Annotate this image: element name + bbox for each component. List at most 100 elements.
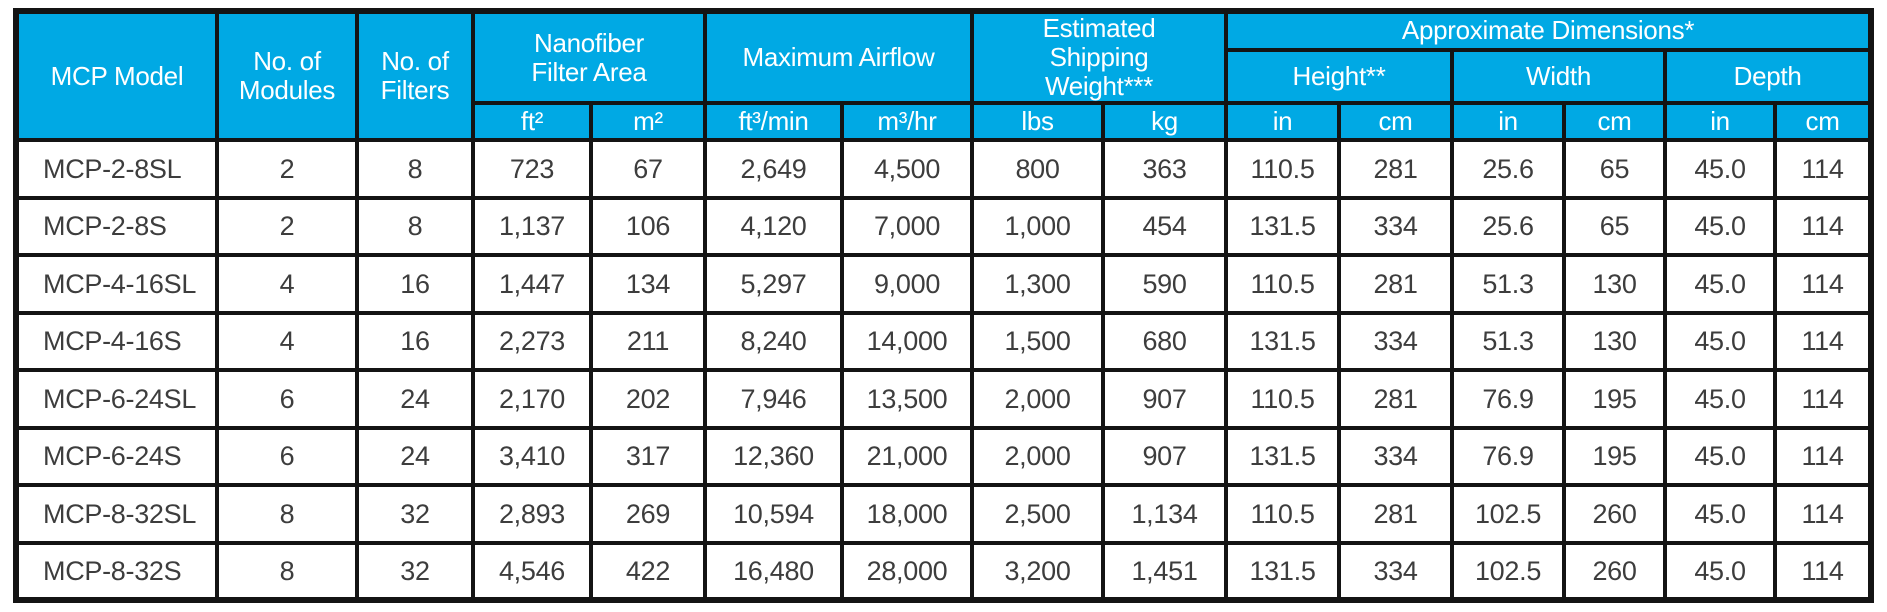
cell-value: 32 (355, 483, 475, 545)
unit-header-height-in: in (1224, 101, 1342, 143)
unit-header-m3hr: m³/hr (839, 101, 975, 143)
cell-value: 131.5 (1224, 310, 1342, 373)
cell-value: 723 (471, 138, 593, 200)
table-row: MCP-6-24SL 6 24 2,170 202 7,946 13,500 2,000 907… (14, 368, 1874, 430)
col-header-no-of-modules: No. of Modules (215, 8, 359, 143)
cell-value: 4,546 (471, 540, 593, 603)
cell-value: 110.5 (1224, 483, 1342, 545)
cell-value: 110.5 (1224, 138, 1342, 200)
cell-value: 5,297 (703, 253, 844, 315)
col-header-no-of-filters: No. of Filters (355, 8, 475, 143)
cell-value: 114 (1773, 310, 1874, 373)
cell-value: 114 (1773, 425, 1874, 488)
col-header-approximate-dimensions: Approximate Dimensions* (1224, 9, 1874, 52)
cell-value: 4 (215, 310, 359, 373)
cell-value: 1,451 (1101, 540, 1229, 603)
cell-value: 24 (355, 425, 475, 488)
cell-value: 422 (589, 540, 707, 603)
cell-value: 51.3 (1450, 253, 1567, 315)
cell-value: 2,000 (970, 368, 1106, 430)
cell-value: 8 (215, 540, 359, 603)
cell-value: 2,649 (703, 138, 844, 200)
cell-value: 2,273 (471, 310, 593, 373)
unit-header-depth-cm: cm (1773, 101, 1874, 143)
cell-value: 2,000 (970, 425, 1106, 488)
cell-model: MCP-6-24S (14, 425, 219, 488)
cell-value: 45.0 (1663, 195, 1778, 258)
cell-value: 334 (1337, 425, 1455, 488)
cell-value: 260 (1562, 483, 1668, 545)
cell-value: 363 (1101, 138, 1229, 200)
cell-value: 45.0 (1663, 138, 1778, 200)
table-header: MCP Model No. of Modules No. of Filters … (14, 8, 1874, 143)
cell-model: MCP-4-16SL (14, 253, 219, 315)
cell-value: 2,500 (970, 483, 1106, 545)
cell-value: 110.5 (1224, 253, 1342, 315)
cell-value: 131.5 (1224, 540, 1342, 603)
cell-value: 18,000 (839, 483, 975, 545)
cell-value: 2,893 (471, 483, 593, 545)
cell-value: 211 (589, 310, 707, 373)
cell-value: 51.3 (1450, 310, 1567, 373)
cell-value: 114 (1773, 195, 1874, 258)
cell-value: 6 (215, 425, 359, 488)
cell-model: MCP-4-16S (14, 310, 219, 373)
cell-value: 45.0 (1663, 253, 1778, 315)
cell-value: 45.0 (1663, 368, 1778, 430)
table-row: MCP-8-32S 8 32 4,546 422 16,480 28,000 3,200 1,4… (14, 540, 1874, 603)
cell-model: MCP-2-8SL (14, 138, 219, 200)
cell-value: 260 (1562, 540, 1668, 603)
cell-value: 269 (589, 483, 707, 545)
col-header-width: Width (1450, 47, 1668, 106)
cell-value: 907 (1101, 425, 1229, 488)
cell-value: 24 (355, 368, 475, 430)
cell-value: 65 (1562, 138, 1668, 200)
cell-value: 114 (1773, 483, 1874, 545)
cell-value: 2 (215, 195, 359, 258)
cell-value: 10,594 (703, 483, 844, 545)
col-header-depth: Depth (1663, 47, 1874, 106)
cell-value: 8 (355, 195, 475, 258)
col-header-mcp-model: MCP Model (14, 8, 219, 143)
cell-value: 65 (1562, 195, 1668, 258)
cell-value: 1,500 (970, 310, 1106, 373)
cell-value: 1,300 (970, 253, 1106, 315)
cell-value: 195 (1562, 368, 1668, 430)
cell-value: 800 (970, 138, 1106, 200)
cell-value: 281 (1337, 368, 1455, 430)
cell-value: 102.5 (1450, 483, 1567, 545)
col-header-nanofiber-filter-area: Nanofiber Filter Area (471, 8, 707, 106)
cell-value: 45.0 (1663, 540, 1778, 603)
cell-value: 3,410 (471, 425, 593, 488)
cell-value: 9,000 (839, 253, 975, 315)
cell-value: 114 (1773, 138, 1874, 200)
table-row: MCP-6-24S 6 24 3,410 317 12,360 21,000 2,000 907… (14, 425, 1874, 488)
col-header-estimated-shipping-weight: Estimated Shipping Weight*** (970, 8, 1229, 106)
unit-header-kg: kg (1101, 101, 1229, 143)
cell-model: MCP-2-8S (14, 195, 219, 258)
cell-value: 334 (1337, 310, 1455, 373)
cell-value: 590 (1101, 253, 1229, 315)
unit-header-ft3min: ft³/min (703, 101, 844, 143)
cell-value: 8,240 (703, 310, 844, 373)
cell-value: 21,000 (839, 425, 975, 488)
cell-value: 131.5 (1224, 195, 1342, 258)
cell-value: 67 (589, 138, 707, 200)
cell-value: 114 (1773, 253, 1874, 315)
cell-value: 130 (1562, 253, 1668, 315)
cell-value: 131.5 (1224, 425, 1342, 488)
cell-value: 13,500 (839, 368, 975, 430)
cell-value: 281 (1337, 483, 1455, 545)
cell-value: 110.5 (1224, 368, 1342, 430)
cell-value: 45.0 (1663, 483, 1778, 545)
cell-value: 7,946 (703, 368, 844, 430)
cell-value: 102.5 (1450, 540, 1567, 603)
cell-value: 16,480 (703, 540, 844, 603)
table-row: MCP-2-8SL 2 8 723 67 2,649 4,500 800 363 110.5 281… (14, 138, 1874, 200)
cell-value: 134 (589, 253, 707, 315)
cell-value: 454 (1101, 195, 1229, 258)
cell-value: 3,200 (970, 540, 1106, 603)
cell-value: 76.9 (1450, 425, 1567, 488)
cell-value: 76.9 (1450, 368, 1567, 430)
cell-value: 8 (355, 138, 475, 200)
